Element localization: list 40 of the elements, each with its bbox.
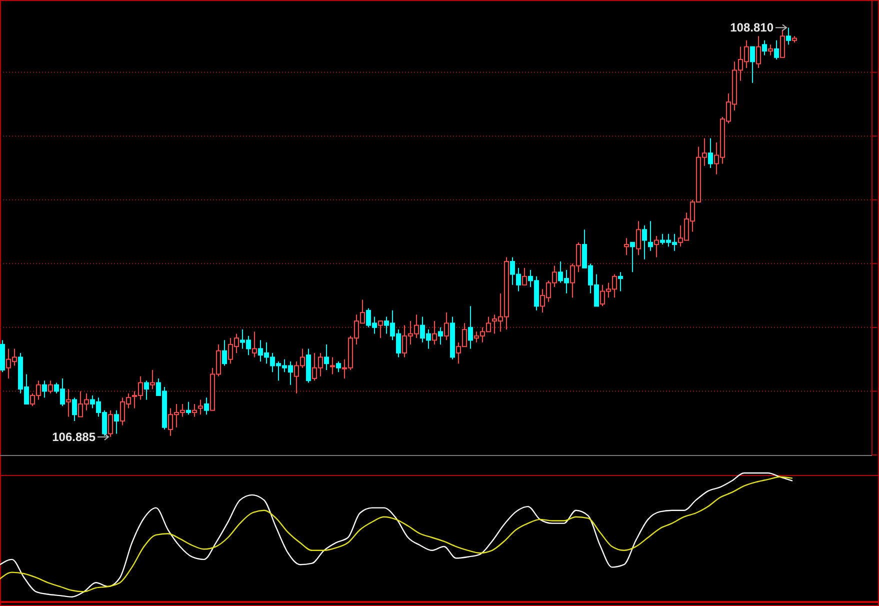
candlestick xyxy=(42,380,47,398)
candlestick xyxy=(144,380,149,400)
candlestick xyxy=(780,29,785,58)
candlestick xyxy=(522,267,527,286)
candlestick xyxy=(642,224,647,260)
candlestick xyxy=(618,272,623,292)
candlestick xyxy=(48,380,53,394)
candlestick xyxy=(750,46,755,84)
candlestick xyxy=(66,388,71,418)
candlestick xyxy=(768,44,773,56)
candlestick xyxy=(774,40,779,60)
candlestick xyxy=(762,40,767,56)
candlestick xyxy=(330,356,335,375)
candlestick xyxy=(432,320,437,345)
candlestick xyxy=(444,312,449,341)
candlestick xyxy=(336,360,341,373)
annotation: 108.810 xyxy=(730,20,774,35)
candlestick xyxy=(252,331,257,358)
candlestick xyxy=(756,36,761,69)
candlestick xyxy=(624,238,629,256)
candlestick xyxy=(438,326,443,345)
candlestick xyxy=(186,401,191,416)
candlestick xyxy=(468,306,473,350)
candlestick xyxy=(636,220,641,256)
candlestick xyxy=(192,403,197,418)
candlestick xyxy=(630,242,635,273)
candlestick xyxy=(378,320,383,339)
candlestick xyxy=(708,138,713,168)
candlestick xyxy=(72,397,77,422)
candlestick xyxy=(786,27,791,46)
candlestick xyxy=(114,410,119,434)
candlestick xyxy=(648,220,653,252)
candlestick xyxy=(198,399,203,416)
candlestick xyxy=(654,236,659,258)
candlestick xyxy=(108,410,113,438)
annotation: 106.885 xyxy=(52,430,96,444)
candlestick xyxy=(324,344,329,370)
candlestick xyxy=(222,340,227,366)
candlestick xyxy=(204,397,209,416)
candlestick xyxy=(150,369,155,390)
